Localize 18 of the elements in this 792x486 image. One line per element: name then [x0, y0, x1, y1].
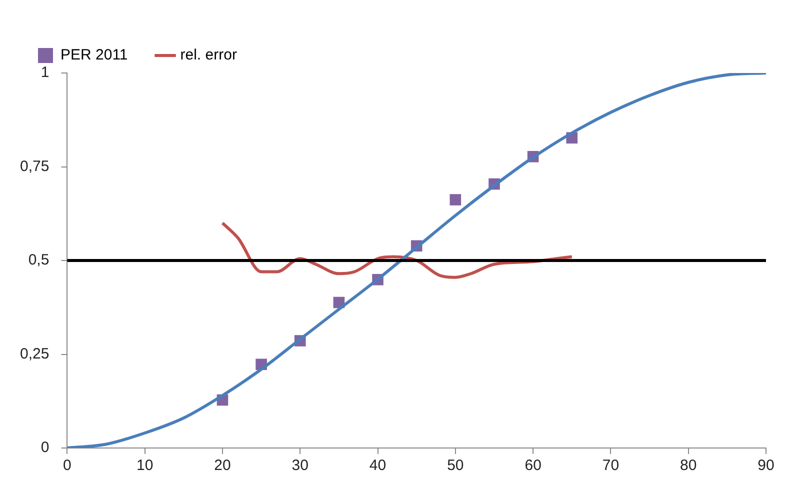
x-tick-label: 30: [292, 457, 308, 474]
y-tick-label: 0,75: [20, 158, 50, 175]
y-tick-label: 0: [40, 439, 50, 456]
legend-label: PER 2011: [60, 46, 128, 64]
x-tick-label: 90: [758, 457, 774, 474]
x-tick-label: 50: [447, 457, 464, 474]
y-tick-label: 0,25: [20, 345, 50, 362]
x-tick-label: 60: [524, 457, 542, 474]
legend-label: rel. error: [180, 46, 237, 64]
x-tick-label: 0: [63, 457, 72, 474]
x-tick-label: 20: [214, 457, 231, 474]
point: [450, 194, 462, 206]
y-tick-label: 0,5: [28, 252, 50, 269]
x-tick-label: 70: [602, 457, 620, 474]
x-tick-label: 10: [136, 457, 154, 474]
x-tick-label: 40: [369, 457, 386, 474]
x-tick-label: 80: [680, 457, 697, 474]
y-tick-label: 1: [40, 64, 50, 82]
